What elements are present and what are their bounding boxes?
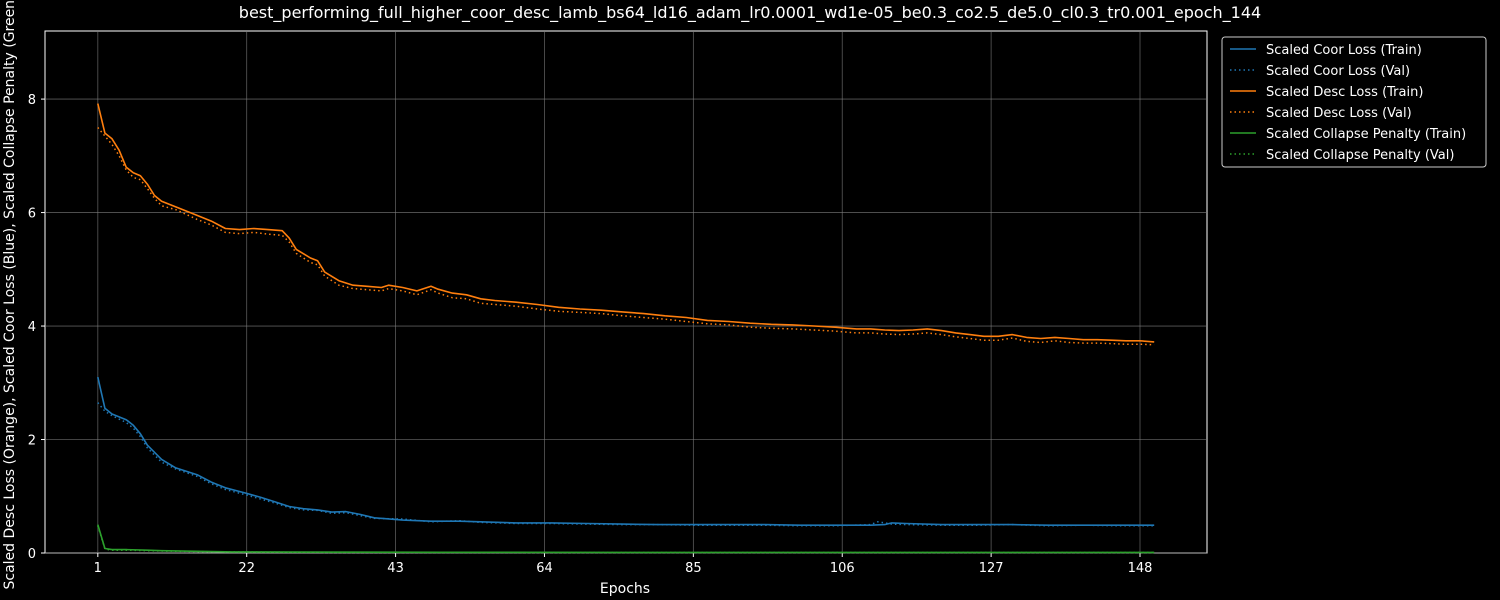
y-axis-label: Scaled Desc Loss (Orange), Scaled Coor L… — [2, 0, 18, 590]
legend-label: Scaled Desc Loss (Train) — [1266, 85, 1423, 100]
y-tick-label: 2 — [28, 434, 36, 449]
x-tick-label: 106 — [830, 561, 855, 576]
legend: Scaled Coor Loss (Train) Scaled Coor Loss… — [1221, 36, 1487, 168]
series-line-4 — [97, 127, 1155, 346]
legend-label: Scaled Collapse Penalty (Val) — [1266, 148, 1454, 163]
x-tick-label: 22 — [238, 561, 255, 576]
x-tick-label: 64 — [536, 561, 553, 576]
y-tick-label: 6 — [28, 207, 36, 222]
legend-label: Scaled Coor Loss (Train) — [1266, 43, 1422, 58]
legend-label: Scaled Collapse Penalty (Train) — [1266, 127, 1466, 142]
axis-ticks: 1 22 43 64 85 106 127 148 0 2 4 6 8 — [28, 93, 1153, 576]
legend-label: Scaled Coor Loss (Val) — [1266, 64, 1410, 79]
x-tick-label: 1 — [94, 561, 102, 576]
series-line-2 — [97, 402, 1155, 527]
y-tick-label: 8 — [28, 93, 36, 108]
series-lines — [97, 103, 1155, 554]
plot-area — [44, 30, 1208, 554]
y-tick-label: 0 — [28, 547, 36, 562]
x-tick-label: 148 — [1128, 561, 1153, 576]
x-tick-label: 127 — [979, 561, 1004, 576]
chart-title: best_performing_full_higher_coor_desc_la… — [239, 3, 1261, 23]
x-tick-label: 43 — [387, 561, 404, 576]
legend-label: Scaled Desc Loss (Val) — [1266, 106, 1412, 121]
x-axis-label: Epochs — [600, 581, 650, 597]
legend-box — [1221, 36, 1487, 168]
series-line-3 — [97, 103, 1155, 343]
series-line-6 — [97, 525, 1155, 554]
y-tick-label: 4 — [28, 320, 36, 335]
series-line-1 — [97, 376, 1155, 526]
x-tick-label: 85 — [685, 561, 702, 576]
